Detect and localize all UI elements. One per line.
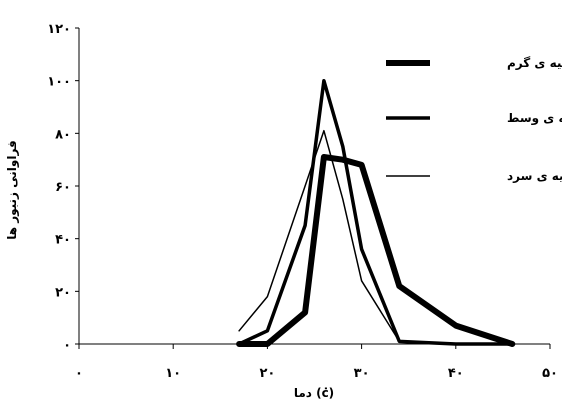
x-tick-label: ۳۰ (354, 366, 370, 381)
legend-label-middle: ناحیه ی وسط (507, 111, 562, 126)
y-tick-label: ۱۰۰ (47, 75, 71, 90)
legend-label-warm: ناحیه ی گرم (507, 56, 562, 71)
y-tick-label: ۱۲۰ (47, 22, 71, 37)
legend: ناحیه ی گرم ناحیه ی وسط ناحیه ی سرد (386, 56, 562, 183)
y-tick-label: ۶۰ (55, 180, 71, 195)
y-tick-label: ۲۰ (55, 285, 71, 300)
legend-label-cold: ناحیه ی سرد (507, 169, 562, 183)
x-tick-label: ۲۰ (259, 366, 275, 381)
y-tick-label: ۰ (63, 338, 71, 353)
series-lines (236, 78, 516, 347)
y-tick-label: ۴۰ (55, 233, 71, 248)
y-tick-label: ۸۰ (55, 127, 71, 142)
series-line-cold (238, 129, 514, 345)
axes (78, 28, 550, 345)
y-axis-label: فراوانی زنبور ها (5, 140, 20, 240)
x-tick-label: ۱۰ (165, 366, 181, 381)
x-tick-label: ۵۰ (542, 366, 558, 381)
x-axis-label: دما (ċ) (294, 386, 334, 400)
x-ticks: ۰ ۱۰ ۲۰ ۳۰ ۴۰ ۵۰ (75, 344, 558, 381)
y-ticks: ۰ ۲۰ ۴۰ ۶۰ ۸۰ ۱۰۰ ۱۲۰ (47, 22, 79, 353)
x-tick-label: ۴۰ (448, 366, 464, 381)
series-line-warm (236, 154, 516, 347)
x-tick-label: ۰ (75, 366, 83, 381)
